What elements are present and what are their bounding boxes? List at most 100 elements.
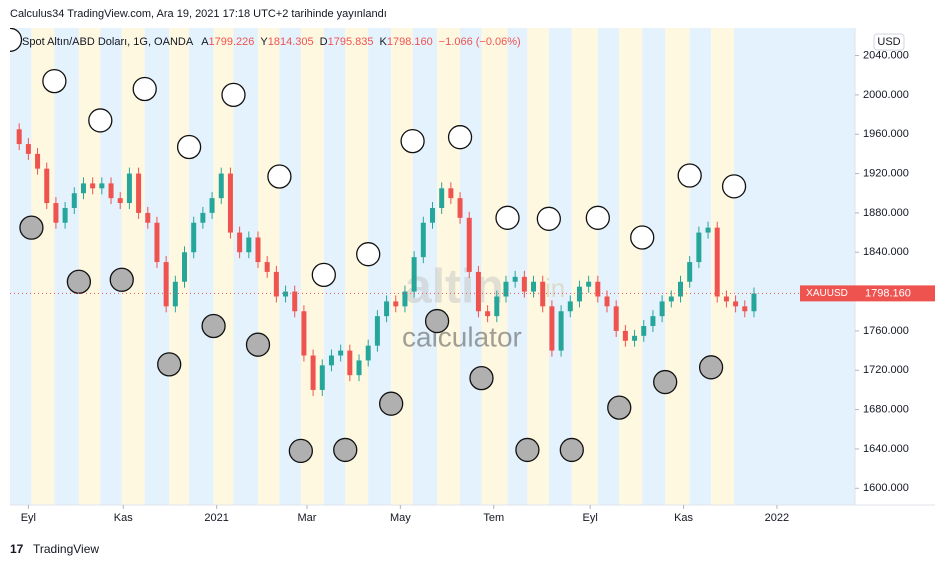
- candle: [733, 301, 739, 307]
- band: [734, 28, 855, 505]
- band: [507, 28, 528, 505]
- candle: [356, 360, 362, 376]
- candle: [209, 198, 215, 213]
- candle: [393, 301, 399, 307]
- candle: [301, 311, 307, 356]
- band: [10, 28, 32, 505]
- currency: USD: [877, 36, 900, 48]
- event-marker: [677, 163, 702, 188]
- event-marker: [221, 82, 246, 108]
- event-marker: [424, 308, 450, 334]
- ohlc-key: Y: [260, 36, 268, 48]
- x-tick-label: Eyl: [583, 512, 598, 524]
- band: [548, 28, 572, 505]
- event-marker: [721, 174, 747, 199]
- candle: [99, 183, 105, 189]
- price-label: 1798.160: [865, 287, 911, 299]
- band: [279, 28, 301, 505]
- y-tick-label: 2040.000: [863, 49, 909, 61]
- y-tick-label: 1720.000: [863, 364, 909, 376]
- x-tick-label: Kas: [674, 512, 693, 524]
- candle: [475, 271, 481, 312]
- y-tick-label: 1760.000: [863, 325, 909, 337]
- y-tick-label: 1920.000: [863, 167, 909, 179]
- candle: [264, 262, 270, 272]
- candle: [80, 183, 86, 194]
- candle: [677, 281, 683, 297]
- candle: [742, 306, 748, 312]
- candle: [35, 153, 41, 169]
- event-marker: [10, 28, 23, 52]
- candle: [696, 232, 702, 263]
- candle: [53, 203, 59, 223]
- candle: [558, 311, 564, 351]
- candle: [338, 350, 344, 356]
- event-marker: [585, 205, 610, 230]
- ohlc-value: 1814.305: [268, 36, 314, 48]
- watermark: altin in calculator: [402, 261, 565, 353]
- candle: [255, 237, 261, 263]
- event-marker: [469, 365, 494, 391]
- candle: [374, 316, 380, 346]
- candle: [273, 271, 279, 297]
- ticker: XAUUSD: [806, 288, 848, 299]
- event-marker: [157, 352, 182, 377]
- candle: [16, 129, 22, 145]
- y-tick-label: 2000.000: [863, 89, 909, 101]
- candle: [402, 291, 408, 307]
- band: [100, 28, 122, 505]
- band: [412, 28, 438, 505]
- candle: [604, 296, 610, 307]
- candle: [595, 281, 601, 297]
- x-tick-label: 2022: [765, 512, 789, 524]
- candle: [108, 183, 114, 199]
- band: [233, 28, 258, 505]
- y-tick-label: 1840.000: [863, 246, 909, 258]
- ohlc-value: 1798.160: [387, 36, 433, 48]
- candle: [430, 207, 435, 223]
- candle: [71, 193, 77, 208]
- y-tick-label: 1680.000: [863, 404, 909, 416]
- candle: [319, 365, 325, 390]
- band: [481, 28, 508, 505]
- candle: [384, 301, 390, 317]
- candle: [641, 326, 647, 336]
- ohlc-value: 1799.226: [209, 36, 255, 48]
- band: [527, 28, 549, 505]
- price-box: [855, 285, 935, 302]
- y-tick-label: 1600.000: [863, 482, 909, 494]
- event-marker: [536, 206, 561, 231]
- candle: [540, 281, 546, 307]
- candle: [448, 188, 454, 199]
- candle: [494, 296, 500, 317]
- candle: [650, 316, 656, 327]
- candle: [145, 212, 151, 223]
- candle: [521, 276, 527, 292]
- candle: [172, 281, 178, 307]
- candle: [622, 330, 628, 341]
- ticker-box: [800, 285, 855, 302]
- ohlc-value: 1795.835: [328, 36, 374, 48]
- event-marker: [288, 438, 314, 464]
- event-marker: [42, 68, 67, 94]
- band: [189, 28, 214, 505]
- band: [642, 28, 666, 505]
- event-marker: [400, 128, 425, 154]
- candle: [218, 173, 224, 199]
- candle: [659, 301, 665, 317]
- candle: [466, 217, 472, 272]
- candle: [576, 286, 582, 302]
- watermark-suffix: in: [545, 273, 565, 303]
- candle: [237, 232, 243, 253]
- footer-brand: TradingView: [33, 542, 99, 556]
- event-marker: [311, 262, 336, 288]
- candle: [705, 227, 711, 233]
- candle: [90, 183, 96, 189]
- candle: [62, 207, 68, 223]
- candle: [246, 237, 252, 253]
- event-marker: [176, 134, 202, 160]
- event-marker: [559, 437, 584, 463]
- candle: [567, 301, 573, 312]
